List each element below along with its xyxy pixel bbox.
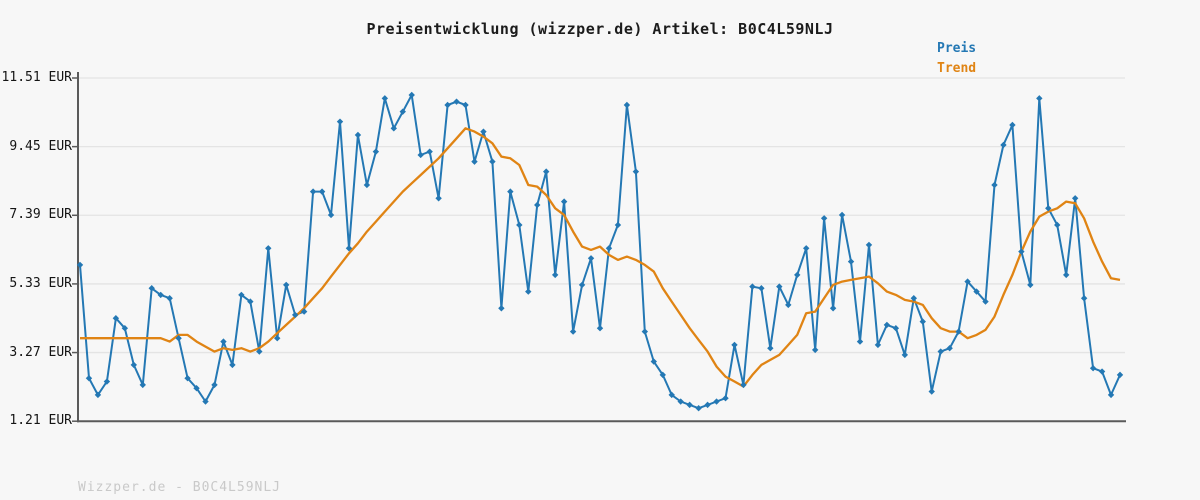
chart-legend: Preis Trend: [937, 39, 976, 79]
y-axis-tick-label: 9.45 EUR: [9, 138, 72, 154]
y-axis-tick-label: 11.51 EUR: [1, 70, 72, 85]
price-markers: [76, 91, 1124, 412]
y-axis-tick-label: 3.27 EUR: [9, 344, 72, 360]
y-axis-tick-label: 1.21 EUR: [9, 413, 72, 429]
trend-line: [80, 127, 1121, 388]
legend-item-trend: Trend: [937, 61, 977, 76]
chart-title: Preisentwicklung (wizzper.de) Artikel: B…: [366, 20, 834, 38]
legend-item-preis: Preis: [937, 41, 977, 56]
watermark: Wizzper.de - B0C4L59NLJ: [78, 480, 282, 495]
price-line: [79, 94, 1121, 410]
y-axis-tick-label: 5.33 EUR: [9, 275, 72, 291]
y-axis-tick-label: 7.39 EUR: [9, 207, 72, 223]
